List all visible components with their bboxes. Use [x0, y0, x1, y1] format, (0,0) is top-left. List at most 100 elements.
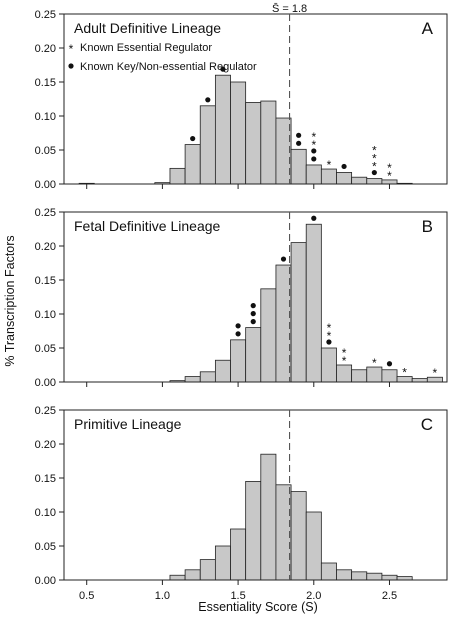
- key-regulator-dot: [296, 132, 302, 138]
- histogram-bar: [305, 223, 322, 383]
- essential-regulator-star: *: [327, 329, 332, 343]
- x-tick-label: 2.5: [382, 590, 397, 602]
- histogram-bar: [305, 511, 322, 581]
- key-regulator-dot: [250, 303, 256, 309]
- y-tick-label: 0.20: [35, 43, 56, 55]
- histogram-bar: [396, 576, 413, 581]
- key-regulator-dot: [235, 323, 241, 329]
- key-regulator-dot: [296, 140, 302, 146]
- x-tick-label: 1.5: [230, 590, 245, 602]
- essential-regulator-star: *: [433, 366, 438, 380]
- histogram-bar: [290, 242, 307, 383]
- legend-dot-marker: [68, 63, 74, 69]
- plot-frame: [63, 409, 448, 581]
- essential-regulator-star: *: [402, 366, 407, 380]
- histogram-bar: [260, 453, 277, 581]
- key-regulator-dot: [250, 319, 256, 325]
- y-tick-label: 0.20: [35, 439, 56, 451]
- histogram-bar: [230, 81, 247, 185]
- histogram-bar: [351, 571, 368, 581]
- essential-regulator-star: *: [342, 346, 347, 360]
- histogram-bar: [290, 491, 307, 581]
- histogram-bar: [214, 545, 231, 581]
- histogram-bar: [199, 105, 216, 185]
- y-tick-label: 0.00: [35, 179, 56, 191]
- histogram-bar: [245, 327, 262, 383]
- key-regulator-dot: [205, 97, 211, 103]
- histogram-bar: [214, 359, 231, 383]
- y-tick-label: 0.10: [35, 507, 56, 519]
- histogram-bar: [320, 347, 337, 383]
- essential-regulator-star: *: [311, 130, 316, 144]
- histogram-bar: [260, 288, 277, 383]
- panel-title: Primitive Lineage: [74, 416, 182, 432]
- key-regulator-dot: [311, 148, 317, 154]
- essential-regulator-star: *: [342, 354, 347, 368]
- histogram-bar: [184, 144, 201, 185]
- histogram-bar: [336, 172, 353, 185]
- histogram-bar: [351, 369, 368, 383]
- x-tick-label: 2.0: [306, 590, 321, 602]
- essential-regulator-star: *: [372, 144, 377, 158]
- y-tick-label: 0.15: [35, 473, 56, 485]
- panel-a: 0.00 0.05 0.10 0.15 0.20 0.25 S̄ = 1.8 Adult De…: [35, 2, 448, 191]
- histogram-bar: [230, 528, 247, 581]
- essential-regulator-star: *: [327, 321, 332, 335]
- panel-letter: C: [421, 415, 433, 434]
- y-tick-label: 0.25: [35, 207, 56, 219]
- histogram-bar: [275, 484, 292, 581]
- plot-frame: [63, 211, 448, 383]
- key-regulator-dot: [220, 66, 226, 72]
- key-regulator-dot: [311, 215, 317, 221]
- key-regulator-dot: [235, 331, 241, 337]
- histogram-bar: [336, 569, 353, 581]
- essential-regulator-star: *: [327, 158, 332, 172]
- histogram-bar: [199, 371, 216, 383]
- histogram-panels: 0.00 0.05 0.10 0.15 0.20 0.25 S̄ = 1.8 Adult De…: [35, 2, 448, 602]
- key-regulator-dot: [341, 163, 347, 170]
- y-tick-label: 0.10: [35, 309, 56, 321]
- panel-b: 0.00 0.05 0.10 0.15 0.20 0.25 Fetal Definitive…: [35, 207, 448, 389]
- y-tick-label: 0.05: [35, 145, 56, 157]
- x-axis-label: Essentiality Score (S): [198, 600, 317, 614]
- histogram-bar: [245, 102, 262, 185]
- key-regulator-dot: [280, 256, 287, 262]
- y-tick-label: 0.05: [35, 541, 56, 553]
- y-tick-label: 0.25: [35, 9, 56, 21]
- histogram-bar: [275, 264, 292, 383]
- histogram-bar: [351, 176, 368, 185]
- x-tick-label: 0.5: [79, 590, 94, 602]
- panel-title: Fetal Definitive Lineage: [74, 218, 221, 234]
- histogram-bar: [169, 574, 186, 581]
- essential-regulator-star: *: [387, 169, 392, 183]
- mean-reference-label: S̄ = 1.8: [272, 2, 307, 15]
- y-tick-label: 0.05: [35, 343, 56, 355]
- essential-regulator-star: *: [372, 152, 377, 166]
- key-regulator-dot: [326, 339, 332, 345]
- histogram-bar: [366, 572, 383, 581]
- histogram-bar: [230, 339, 247, 383]
- histogram-bar: [290, 148, 307, 185]
- panel-letter: B: [422, 217, 433, 236]
- key-regulator-dot: [190, 135, 196, 142]
- histogram-bar: [411, 378, 428, 383]
- histogram-bar: [305, 164, 322, 185]
- key-regulator-dot: [311, 156, 317, 162]
- key-regulator-dot: [250, 311, 256, 317]
- legend-star-label: Known Essential Regulator: [80, 42, 212, 54]
- legend-star-marker: *: [69, 42, 74, 56]
- y-tick-label: 0.15: [35, 275, 56, 287]
- histogram-bar: [214, 74, 231, 185]
- y-tick-label: 0.10: [35, 111, 56, 123]
- histogram-bar: [245, 480, 262, 581]
- y-axis-label: % Transcription Factors: [3, 235, 17, 366]
- histogram-bar: [381, 369, 398, 383]
- panel-c: 0.00 0.05 0.10 0.15 0.20 0.25 0.5 1.0 1.5 2.0 2.5 P…: [35, 405, 448, 602]
- panel-letter: A: [422, 19, 434, 38]
- histogram-bar: [199, 559, 216, 581]
- histogram-bar: [184, 376, 201, 383]
- essential-regulator-star: *: [372, 160, 377, 174]
- x-tick-label: 1.0: [155, 590, 170, 602]
- histogram-bar: [184, 569, 201, 581]
